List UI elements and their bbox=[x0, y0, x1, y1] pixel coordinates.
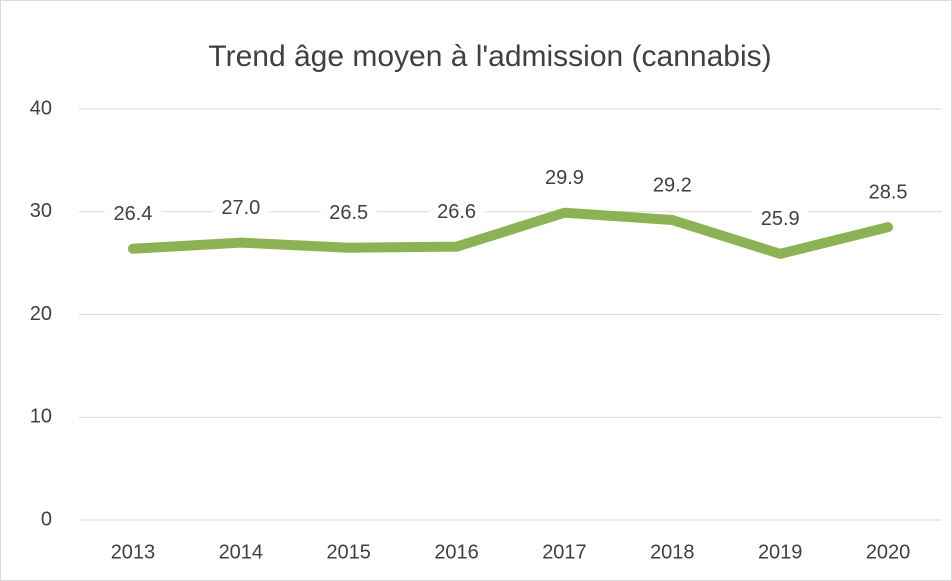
data-label-bg bbox=[104, 200, 161, 229]
x-tick-label: 2019 bbox=[758, 541, 803, 563]
data-label: 28.5 bbox=[869, 181, 908, 203]
data-label-bg bbox=[860, 179, 917, 208]
data-label-bg bbox=[752, 205, 809, 234]
x-tick-label: 2018 bbox=[650, 541, 695, 563]
data-label-bg bbox=[212, 194, 269, 223]
x-tick-label: 2015 bbox=[326, 541, 371, 563]
data-label: 26.6 bbox=[437, 201, 476, 223]
data-line bbox=[127, 207, 894, 259]
data-label: 29.2 bbox=[653, 174, 692, 196]
data-label: 26.4 bbox=[113, 203, 152, 225]
data-label: 25.9 bbox=[761, 208, 800, 230]
x-tick-label: 2016 bbox=[434, 541, 479, 563]
x-tick-label: 2013 bbox=[111, 541, 156, 563]
y-tick-label: 20 bbox=[30, 303, 52, 325]
data-label-bg bbox=[428, 198, 485, 227]
data-label-bg bbox=[536, 164, 593, 193]
data-label-bg bbox=[320, 199, 377, 228]
x-tick-label: 2020 bbox=[866, 541, 911, 563]
data-label: 26.5 bbox=[329, 202, 368, 224]
y-tick-label: 30 bbox=[30, 200, 52, 222]
x-tick-label: 2014 bbox=[219, 541, 264, 563]
data-label-bg bbox=[644, 171, 701, 200]
chart-title: Trend âge moyen à l'admission (cannabis) bbox=[208, 40, 771, 73]
x-tick-label: 2017 bbox=[542, 541, 587, 563]
data-label: 29.9 bbox=[545, 167, 584, 189]
data-label: 27.0 bbox=[221, 197, 260, 219]
y-tick-label: 0 bbox=[41, 508, 52, 530]
y-tick-label: 10 bbox=[30, 406, 52, 428]
y-tick-label: 40 bbox=[30, 97, 52, 119]
